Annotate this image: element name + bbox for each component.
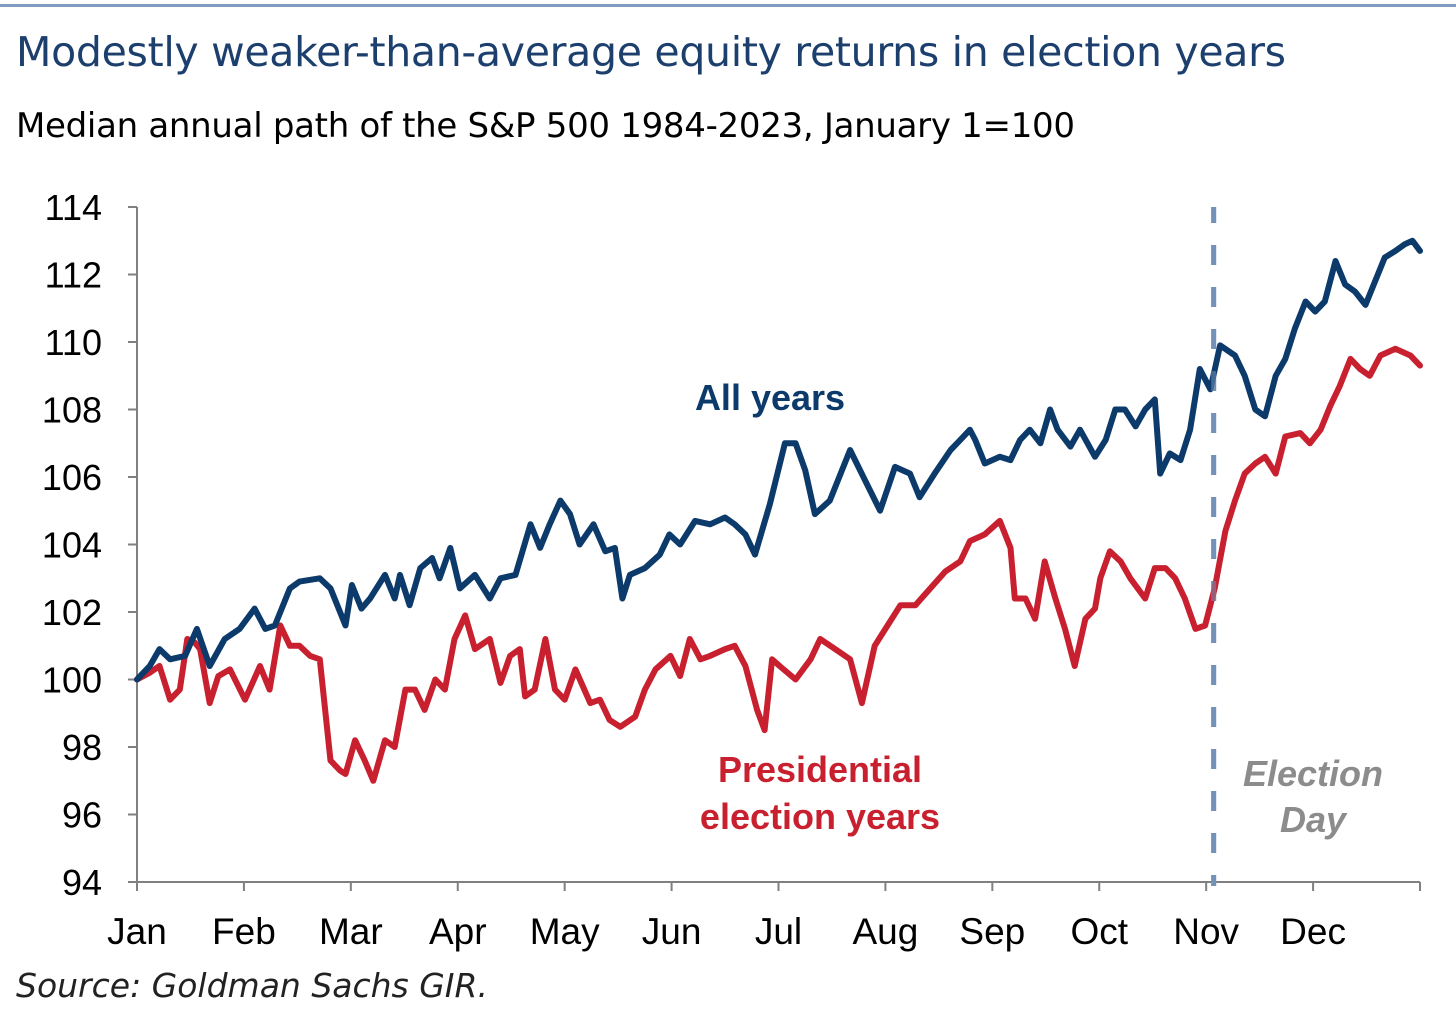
- y-tick-label: 112: [45, 255, 102, 296]
- y-tick-label: 110: [45, 322, 102, 363]
- election-years-line: [134, 345, 1423, 784]
- x-tick-label: Jun: [642, 911, 702, 952]
- x-tick-label: Aug: [852, 911, 918, 952]
- x-tick-label: Dec: [1280, 911, 1346, 952]
- axes: 94 96 98 100 102 104 106 108 110 112 114 Jan Feb Mar A…: [42, 187, 1421, 952]
- x-tick-label: Feb: [212, 911, 276, 952]
- annotations: All years Presidential election years El…: [695, 377, 1383, 840]
- y-tick-label: 114: [45, 187, 102, 228]
- source-note: Source: Goldman Sachs GIR.: [16, 966, 488, 1005]
- chart-title: Modestly weaker-than-average equity retu…: [16, 28, 1286, 76]
- x-tick-label: Jan: [107, 911, 167, 952]
- y-tick-label: 106: [42, 457, 102, 498]
- election-years-label-line1: Presidential: [718, 749, 922, 790]
- all-years-line: [134, 237, 1423, 683]
- election-day-label-line1: Election: [1243, 753, 1383, 794]
- series-lines: [134, 207, 1423, 886]
- election-day-label-line2: Day: [1280, 799, 1348, 840]
- y-tick-label: 94: [62, 862, 102, 903]
- x-tick-label: Nov: [1173, 911, 1239, 952]
- y-tick-label: 108: [42, 390, 102, 431]
- y-tick-label: 98: [62, 727, 102, 768]
- top-rule: [0, 4, 1456, 7]
- x-tick-label: May: [530, 911, 600, 952]
- all-years-label: All years: [695, 377, 845, 418]
- x-tick-label: Oct: [1070, 911, 1128, 952]
- y-tick-label: 102: [42, 592, 102, 633]
- x-tick-label: Mar: [319, 911, 383, 952]
- x-tick-label: Apr: [429, 911, 487, 952]
- election-years-label-line2: election years: [700, 796, 940, 837]
- y-tick-label: 100: [42, 660, 102, 701]
- y-tick-label: 96: [62, 795, 102, 836]
- x-tick-label: Sep: [959, 911, 1025, 952]
- y-tick-label: 104: [42, 525, 102, 566]
- x-tick-label: Jul: [755, 911, 802, 952]
- chart-subtitle: Median annual path of the S&P 500 1984-2…: [16, 106, 1075, 146]
